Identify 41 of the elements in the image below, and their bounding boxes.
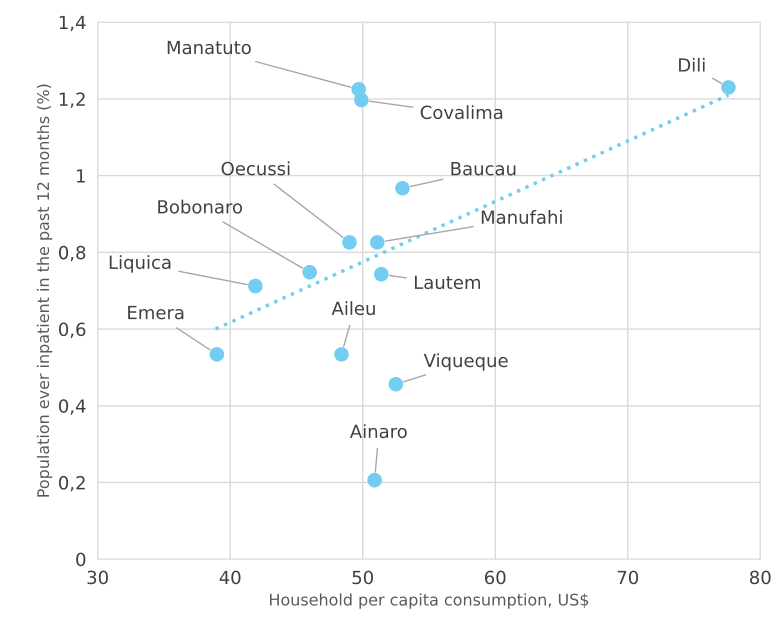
annotation: Baucau [451, 162, 516, 176]
x-tick-label: 40 [220, 570, 240, 584]
y-tick-label: 0,4 [59, 399, 86, 415]
point [334, 347, 349, 362]
annotation: Viqueque [424, 353, 508, 371]
point [302, 264, 317, 280]
point [395, 180, 410, 196]
annotation: Dili [679, 58, 705, 72]
x-tick-label: 60 [485, 570, 506, 584]
y-tick-label: 0,6 [59, 322, 86, 338]
x-tick-label: 30 [88, 570, 108, 584]
y-axis-title: Population ever inpatient in the past 12 months (%) [36, 84, 52, 497]
annotation: Manatuto [168, 40, 251, 54]
y-tick-label: 0,2 [59, 476, 85, 492]
annotation: Ainaro [350, 424, 407, 438]
y-tick-label: 1,2 [60, 92, 85, 108]
annotation: Liquica [110, 255, 170, 273]
y-tick-label: 1 [77, 169, 85, 182]
point [388, 376, 404, 392]
annotation: Aileu [332, 301, 375, 316]
annotation: Covalima [420, 105, 502, 120]
annotation: Bobonaro [158, 200, 242, 214]
y-tick-label: 1,4 [60, 16, 86, 32]
x-axis-title: Household per capita consumption, US$ [270, 593, 588, 609]
point [210, 347, 224, 362]
point [342, 235, 357, 250]
x-tick-label: 70 [618, 570, 638, 584]
annotation: Manufahi [482, 210, 562, 224]
point [248, 278, 263, 294]
point [370, 235, 385, 250]
y-tick-label: 0 [76, 552, 86, 566]
point [367, 472, 382, 488]
point [374, 266, 389, 282]
point [721, 80, 736, 95]
point [354, 92, 369, 108]
x-tick-label: 50 [352, 570, 373, 584]
annotation: Oecussi [222, 161, 290, 176]
y-tick-label: 0,8 [59, 246, 86, 262]
annotation: Emera [128, 306, 184, 320]
annotation: Lautem [414, 276, 480, 290]
x-tick-label: 80 [750, 570, 771, 584]
